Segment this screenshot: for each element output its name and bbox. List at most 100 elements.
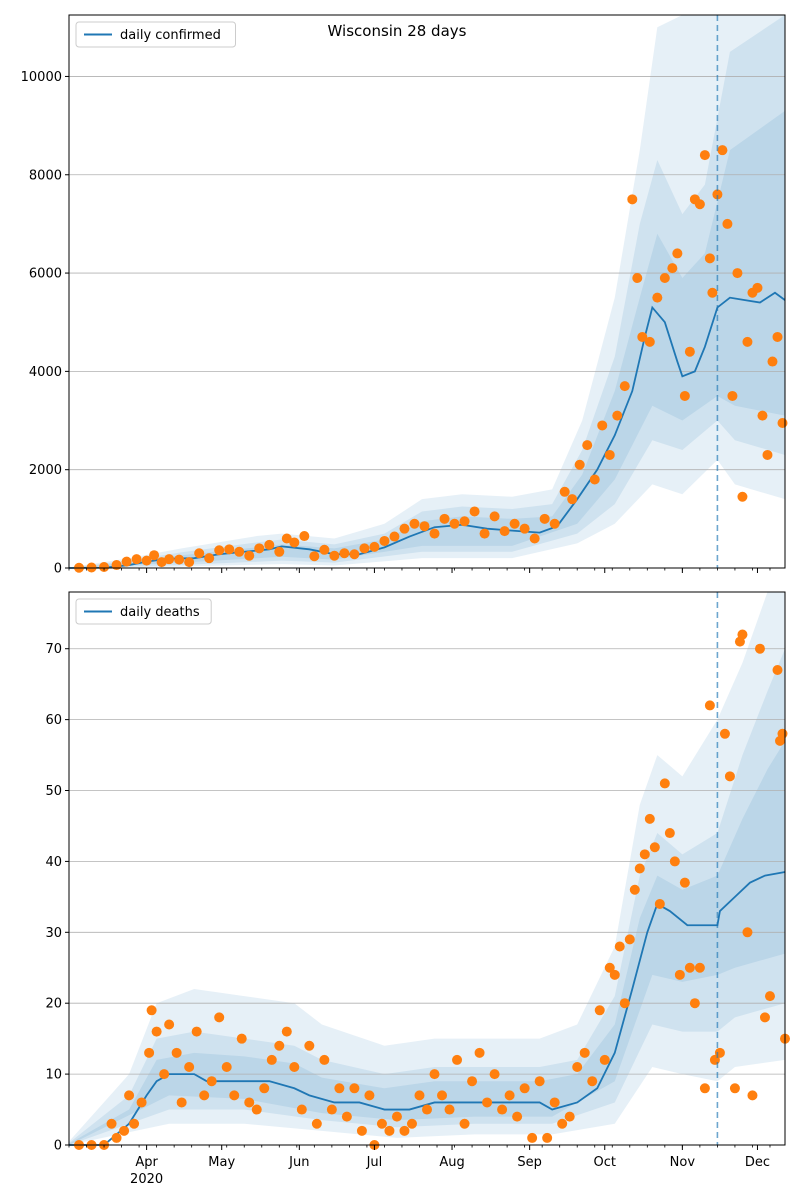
deaths-observed-point bbox=[639, 849, 650, 860]
deaths-observed-point bbox=[221, 1062, 232, 1073]
deaths-observed-point bbox=[146, 1005, 157, 1016]
confirmed-observed-point bbox=[449, 518, 460, 529]
deaths-observed-point bbox=[429, 1069, 440, 1080]
confirmed-observed-point bbox=[141, 555, 152, 566]
deaths-observed-point bbox=[144, 1047, 155, 1058]
confirmed-observed-point bbox=[652, 292, 663, 303]
deaths-observed-points bbox=[74, 629, 790, 1150]
deaths-legend-box bbox=[75, 598, 212, 625]
deaths-observed-point bbox=[689, 998, 700, 1009]
deaths-observed-point bbox=[684, 962, 695, 973]
confirmed-observed-point bbox=[419, 521, 430, 532]
deaths-band-2 bbox=[69, 648, 785, 1145]
deaths-observed-point bbox=[527, 1132, 538, 1143]
deaths-observed-point bbox=[384, 1125, 395, 1136]
confirmed-y-axis: 0 2000 4000 6000 8000 10000 bbox=[21, 70, 69, 577]
month-label: Jul bbox=[366, 1155, 383, 1170]
deaths-band-1 bbox=[69, 592, 785, 1145]
confirmed-observed-point bbox=[667, 263, 678, 274]
deaths-legend: daily deaths bbox=[75, 598, 212, 625]
confirmed-observed-point bbox=[244, 550, 255, 561]
confirmed-observed-point bbox=[699, 150, 710, 161]
confirmed-observed-point bbox=[604, 449, 615, 460]
deaths-observed-point bbox=[679, 877, 690, 888]
deaths-uncertainty-bands bbox=[69, 592, 785, 1145]
deaths-observed-point bbox=[106, 1118, 117, 1129]
deaths-y-tick-label: 40 bbox=[45, 855, 62, 870]
deaths-y-tick-label: 20 bbox=[45, 997, 62, 1012]
month-label: Sep bbox=[517, 1155, 542, 1170]
confirmed-observed-point bbox=[767, 356, 778, 367]
deaths-observed-point bbox=[467, 1076, 478, 1087]
deaths-observed-point bbox=[587, 1076, 598, 1087]
confirmed-observed-point bbox=[627, 194, 638, 205]
confirmed-observed-point bbox=[757, 410, 768, 421]
confirmed-observed-point bbox=[737, 491, 748, 502]
deaths-observed-point bbox=[214, 1012, 225, 1023]
deaths-y-tick-label: 30 bbox=[45, 926, 62, 941]
confirmed-observed-point bbox=[727, 390, 738, 401]
confirmed-observed-point bbox=[389, 531, 400, 542]
deaths-observed-point bbox=[251, 1104, 262, 1115]
deaths-observed-point bbox=[764, 991, 775, 1002]
confirmed-observed-point bbox=[439, 513, 450, 524]
deaths-observed-point bbox=[594, 1005, 605, 1016]
deaths-observed-point bbox=[406, 1118, 417, 1129]
deaths-y-tick-label: 60 bbox=[45, 713, 62, 728]
deaths-observed-point bbox=[704, 700, 715, 711]
confirmed-observed-point bbox=[772, 331, 783, 342]
deaths-observed-point bbox=[609, 969, 620, 980]
confirmed-observed-point bbox=[762, 449, 773, 460]
deaths-observed-point bbox=[349, 1083, 360, 1094]
deaths-observed-point bbox=[171, 1047, 182, 1058]
confirmed-observed-point bbox=[399, 523, 410, 534]
confirmed-observed-point bbox=[582, 440, 593, 451]
deaths-observed-point bbox=[474, 1047, 485, 1058]
deaths-observed-point bbox=[159, 1069, 170, 1080]
confirmed-observed-point bbox=[281, 533, 292, 544]
confirmed-observed-point bbox=[319, 544, 330, 555]
confirmed-band-1 bbox=[69, 15, 785, 568]
confirmed-observed-point bbox=[519, 523, 530, 534]
deaths-observed-point bbox=[129, 1118, 140, 1129]
deaths-observed-point bbox=[289, 1062, 300, 1073]
deaths-observed-point bbox=[124, 1090, 135, 1101]
confirmed-observed-point bbox=[752, 282, 763, 293]
deaths-observed-point bbox=[334, 1083, 345, 1094]
deaths-observed-point bbox=[729, 1083, 740, 1094]
confirmed-band-2 bbox=[69, 15, 785, 568]
month-label: Nov bbox=[670, 1155, 696, 1170]
deaths-observed-point bbox=[777, 728, 788, 739]
confirmed-observed-point bbox=[559, 486, 570, 497]
confirmed-observed-point bbox=[567, 494, 578, 505]
deaths-observed-point bbox=[176, 1097, 187, 1108]
confirmed-observed-point bbox=[549, 518, 560, 529]
deaths-observed-point bbox=[542, 1132, 553, 1143]
deaths-observed-point bbox=[759, 1012, 770, 1023]
confirmed-observed-point bbox=[224, 544, 235, 555]
deaths-observed-point bbox=[364, 1090, 375, 1101]
confirmed-observed-point bbox=[184, 557, 195, 568]
deaths-observed-point bbox=[504, 1090, 515, 1101]
deaths-observed-point bbox=[699, 1083, 710, 1094]
confirmed-observed-point bbox=[309, 551, 320, 562]
deaths-observed-point bbox=[644, 813, 655, 824]
confirmed-observed-point bbox=[499, 526, 510, 537]
year-label: 2020 bbox=[130, 1172, 163, 1187]
deaths-observed-point bbox=[482, 1097, 493, 1108]
deaths-observed-point bbox=[664, 828, 675, 839]
confirmed-observed-point bbox=[409, 518, 420, 529]
confirmed-legend: daily confirmed bbox=[75, 21, 236, 48]
deaths-observed-point bbox=[414, 1090, 425, 1101]
confirmed-observed-point bbox=[539, 513, 550, 524]
deaths-observed-point bbox=[669, 856, 680, 867]
deaths-observed-point bbox=[489, 1069, 500, 1080]
confirmed-observed-point bbox=[274, 546, 285, 557]
confirmed-observed-point bbox=[644, 336, 655, 347]
deaths-observed-point bbox=[754, 643, 765, 654]
confirmed-observed-point bbox=[469, 506, 480, 517]
confirmed-observed-point bbox=[479, 528, 490, 539]
confirmed-observed-point bbox=[149, 550, 160, 561]
deaths-y-tick-label: 0 bbox=[54, 1139, 62, 1154]
confirmed-y-tick-label: 10000 bbox=[21, 70, 62, 85]
